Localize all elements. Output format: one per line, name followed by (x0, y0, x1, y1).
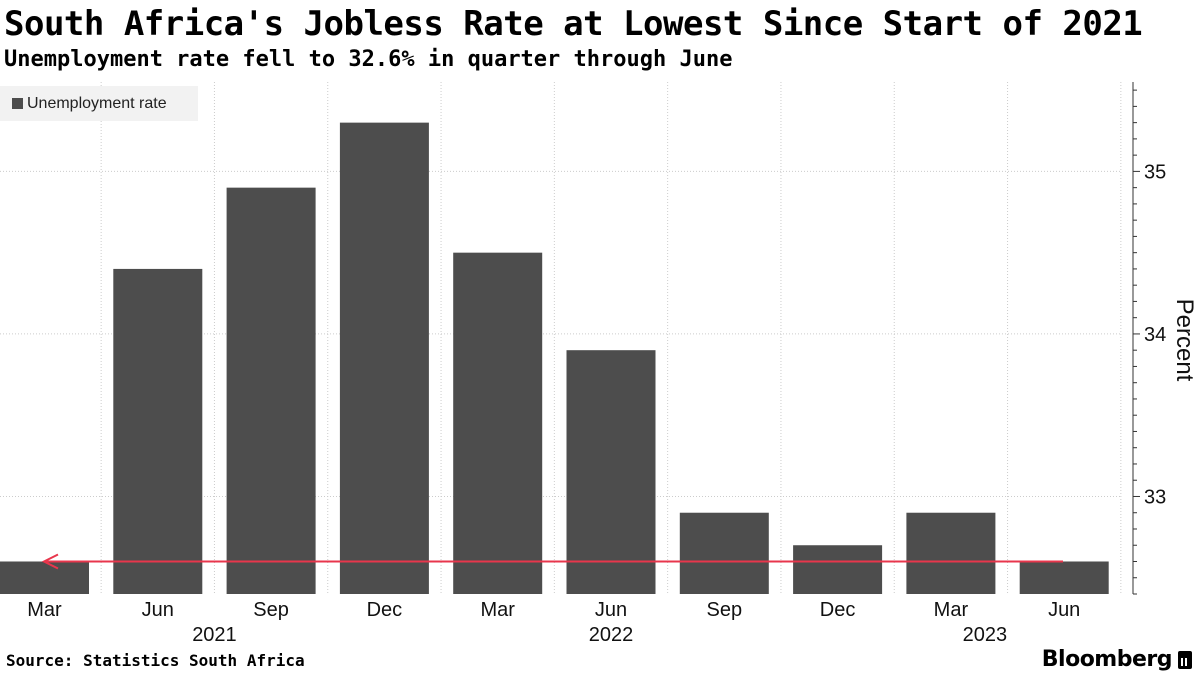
x-tick-label: Jun (595, 599, 627, 621)
x-tick-label: Mar (934, 599, 969, 621)
bar (906, 512, 996, 594)
y-tick-label: 35 (1144, 161, 1166, 183)
x-year-label: 2021 (192, 624, 237, 646)
y-axis-title: Percent (1171, 299, 1198, 382)
chart-title: South Africa's Jobless Rate at Lowest Si… (4, 4, 1143, 44)
x-year-label: 2023 (963, 624, 1008, 646)
bar (113, 268, 203, 594)
bar (679, 512, 769, 594)
bar (1019, 561, 1109, 594)
reference-arrow (41, 553, 59, 570)
bar (0, 561, 89, 594)
x-tick-label: Dec (367, 599, 403, 621)
x-tick-label: Sep (707, 599, 743, 621)
legend-swatch (12, 98, 23, 109)
y-tick-label: 34 (1144, 324, 1166, 346)
bar (339, 122, 429, 594)
x-tick-label: Mar (480, 599, 515, 621)
legend-label: Unemployment rate (27, 94, 167, 112)
bar (793, 545, 883, 594)
bloomberg-logo: Bloomberg (1042, 646, 1192, 674)
bar (566, 350, 656, 594)
legend: Unemployment rate (0, 86, 198, 121)
bar (226, 187, 316, 594)
x-year-label: 2022 (589, 624, 634, 646)
bloomberg-icon (1178, 651, 1192, 669)
x-tick-label: Mar (27, 599, 62, 621)
chart-subtitle: Unemployment rate fell to 32.6% in quart… (4, 47, 733, 72)
x-tick-label: Sep (253, 599, 289, 621)
x-tick-label: Jun (1048, 599, 1080, 621)
x-tick-label: Dec (820, 599, 856, 621)
x-tick-label: Jun (142, 599, 174, 621)
source-note: Source: Statistics South Africa (6, 651, 305, 670)
bar (453, 252, 543, 594)
bar-chart: 33 34 35 Percent Mar Jun Sep Dec Mar Jun Sep Dec Mar… (0, 82, 1198, 646)
y-tick-label: 33 (1144, 486, 1166, 508)
brand-name: Bloomberg (1041, 647, 1173, 672)
